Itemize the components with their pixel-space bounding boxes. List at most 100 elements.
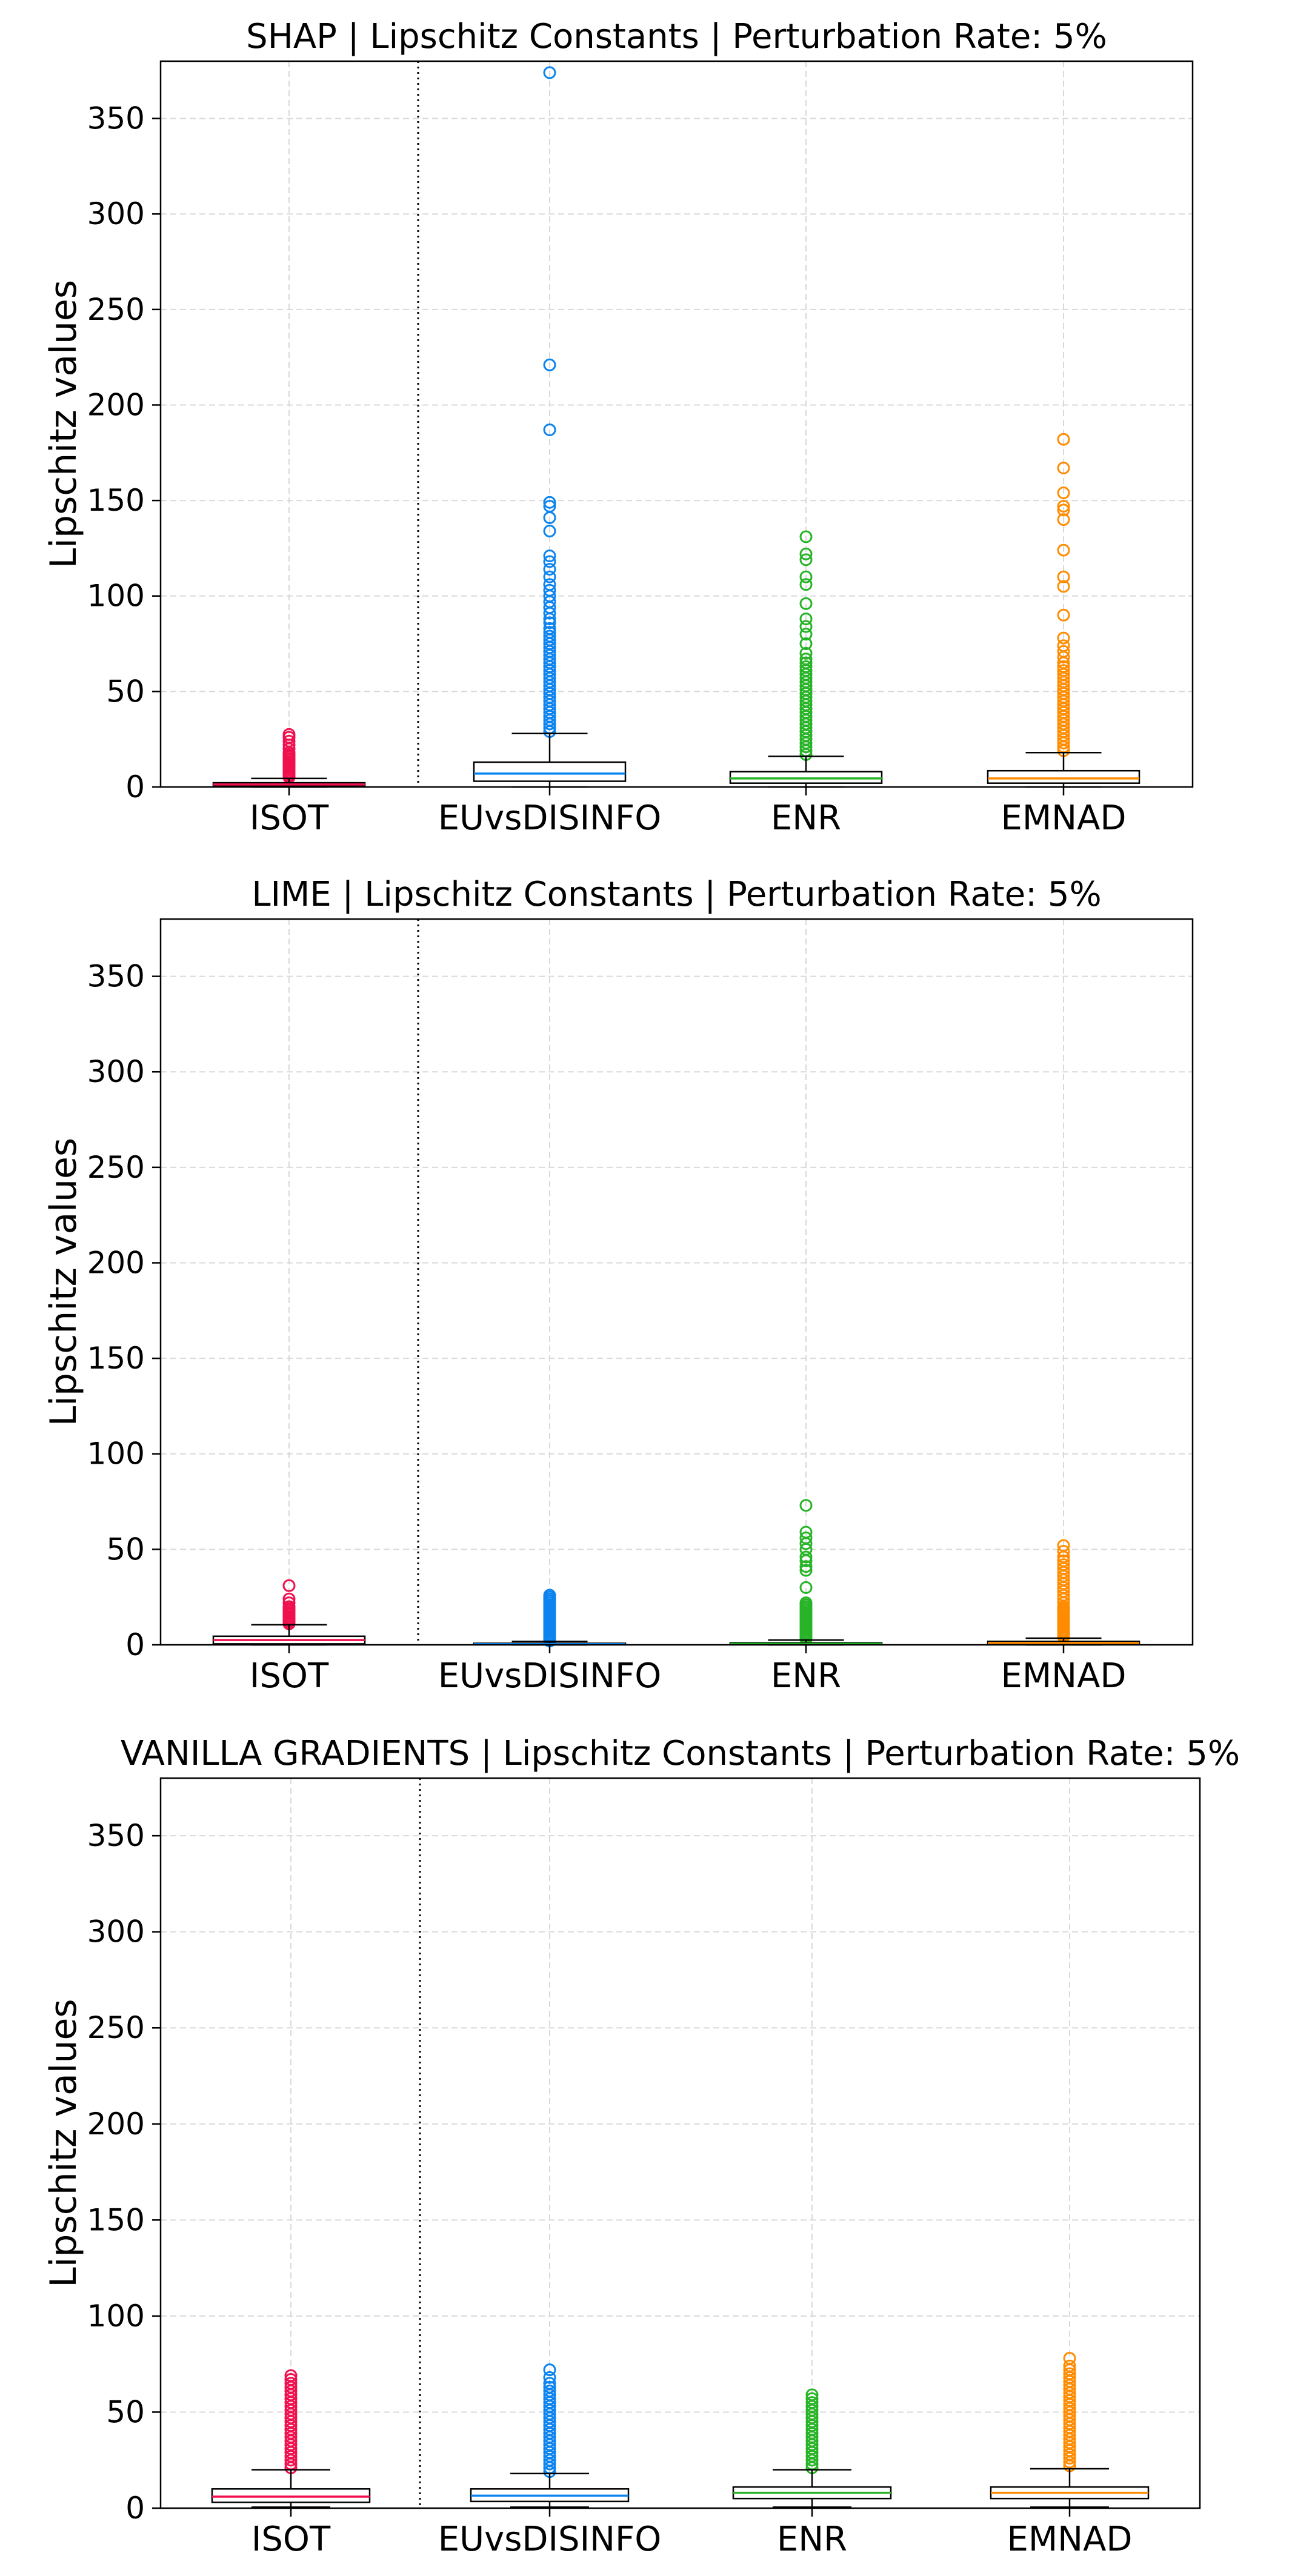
outlier-point xyxy=(1057,433,1070,446)
box-emnad xyxy=(987,433,1140,788)
outlier-point xyxy=(543,66,556,79)
outlier-point xyxy=(543,626,556,639)
outlier-point xyxy=(799,1499,813,1512)
x-tick-label: EMNAD xyxy=(1001,1656,1126,1696)
y-tick-label: 300 xyxy=(87,1054,145,1089)
y-tick-label: 200 xyxy=(87,2106,145,2142)
plot-frame xyxy=(159,60,1194,788)
outlier-point xyxy=(543,1588,556,1602)
outlier-point xyxy=(799,628,813,641)
outlier-point xyxy=(799,1596,813,1610)
outlier-point xyxy=(543,2380,556,2394)
outlier-point xyxy=(543,525,556,538)
outlier-point xyxy=(799,1550,813,1564)
outlier-point xyxy=(282,1592,296,1605)
outlier-point xyxy=(1063,2352,1076,2365)
outlier-point xyxy=(282,1596,296,1610)
outlier-point xyxy=(282,734,296,748)
outlier-point xyxy=(1057,462,1070,475)
outlier-point xyxy=(799,620,813,633)
x-tick-label: ISOT xyxy=(250,1656,329,1696)
outlier-point xyxy=(543,555,556,568)
outlier-point xyxy=(1057,664,1070,677)
outlier-point xyxy=(1063,2359,1076,2372)
outlier-point xyxy=(1057,500,1070,513)
outlier-point xyxy=(543,500,556,513)
y-axis-label: Lipschitz values xyxy=(42,1999,85,2287)
y-tick-label: 100 xyxy=(87,579,145,614)
box-emnad xyxy=(990,2352,1150,2508)
outlier-point xyxy=(1057,645,1070,658)
outlier-point xyxy=(1057,570,1070,583)
y-tick-label: 350 xyxy=(87,959,145,994)
y-tick-label: 0 xyxy=(125,2491,145,2526)
x-tick-label: EUvsDISINFO xyxy=(438,798,662,838)
chart-title: SHAP | Lipschitz Constants | Perturbatio… xyxy=(246,17,1107,56)
outlier-point xyxy=(543,629,556,643)
x-tick-label: ENR xyxy=(771,1656,841,1696)
plot-frame xyxy=(159,1777,1201,2509)
box-euvsdisinfo xyxy=(473,1588,627,1648)
outlier-point xyxy=(1063,2367,1076,2380)
y-tick-label: 300 xyxy=(87,1914,145,1950)
x-tick-label: ENR xyxy=(777,2520,847,2559)
outlier-point xyxy=(799,637,813,651)
outlier-point xyxy=(543,622,556,635)
outlier-point xyxy=(543,570,556,583)
outlier-point xyxy=(284,2373,298,2386)
y-tick-label: 350 xyxy=(87,1818,145,1853)
y-tick-label: 0 xyxy=(125,769,145,805)
outlier-point xyxy=(799,1531,813,1544)
y-tick-label: 50 xyxy=(106,1532,145,1567)
x-tick-label: ENR xyxy=(771,798,841,838)
outlier-point xyxy=(799,1525,813,1539)
outlier-point xyxy=(805,2392,819,2405)
outlier-point xyxy=(805,2396,819,2409)
y-tick-label: 250 xyxy=(87,1150,145,1185)
outlier-point xyxy=(543,2363,556,2377)
outlier-point xyxy=(284,2377,298,2390)
outlier-point xyxy=(1057,1539,1070,1552)
box-emnad xyxy=(987,1539,1140,1646)
outlier-point xyxy=(799,1564,813,1577)
y-tick-label: 250 xyxy=(87,2010,145,2045)
outlier-point xyxy=(1057,639,1070,652)
outlier-point xyxy=(799,1560,813,1573)
outlier-point xyxy=(799,660,813,673)
outlier-point xyxy=(799,656,813,669)
outlier-point xyxy=(282,1579,296,1592)
outlier-point xyxy=(799,547,813,560)
chart-panel-2: 0 50 100 150 200 250 300 350 ISOT EUvsDISINFO ENR E… xyxy=(42,875,1194,1696)
y-tick-label: 100 xyxy=(87,1436,145,1472)
y-tick-label: 50 xyxy=(106,2394,145,2429)
y-tick-label: 150 xyxy=(87,2202,145,2237)
outlier-point xyxy=(1057,486,1070,499)
y-tick-label: 350 xyxy=(87,101,145,136)
outlier-point xyxy=(543,2377,556,2390)
outlier-point xyxy=(543,583,556,597)
outlier-point xyxy=(1057,608,1070,622)
outlier-point xyxy=(543,563,556,576)
y-tick-label: 200 xyxy=(87,387,145,422)
y-tick-label: 250 xyxy=(87,292,145,327)
outlier-point xyxy=(543,2371,556,2384)
outlier-point xyxy=(543,2385,556,2398)
outlier-point xyxy=(1057,580,1070,593)
x-tick-label: ISOT xyxy=(251,2520,331,2559)
box-enr xyxy=(729,530,883,788)
outlier-point xyxy=(1057,1554,1070,1567)
box-euvsdisinfo xyxy=(470,2363,630,2508)
outlier-point xyxy=(543,616,556,629)
outlier-point xyxy=(543,358,556,371)
outlier-point xyxy=(1057,1545,1070,1558)
box-enr xyxy=(732,2388,892,2508)
x-tick-label: EMNAD xyxy=(1007,2520,1132,2559)
y-tick-label: 200 xyxy=(87,1245,145,1280)
x-tick-label: ISOT xyxy=(250,798,329,838)
y-axis-label: Lipschitz values xyxy=(42,1138,85,1426)
outlier-point xyxy=(799,553,813,566)
outlier-point xyxy=(543,423,556,436)
y-tick-label: 300 xyxy=(87,196,145,231)
y-tick-label: 150 xyxy=(87,483,145,518)
